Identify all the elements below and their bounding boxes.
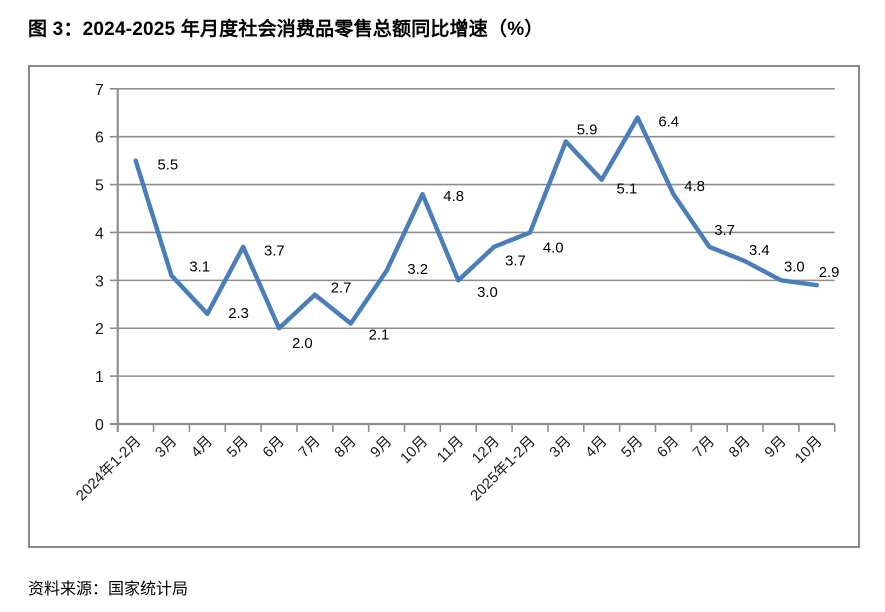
data-label: 2.0	[292, 336, 313, 352]
data-label: 3.7	[505, 254, 526, 270]
x-category-label: 3月	[153, 433, 181, 461]
data-labels: 5.5 3.1 2.3 3.7 2.0 2.7 2.1 3.2 4.8 3.0 3.7 4.0 5.9 5…	[157, 115, 839, 353]
y-tick-label: 6	[95, 130, 104, 147]
y-axis-labels: 0 1 2 3 4 5 6 7	[95, 82, 104, 434]
data-label: 2.7	[331, 281, 352, 297]
data-label: 3.7	[714, 223, 735, 239]
x-category-label: 8月	[726, 433, 754, 461]
data-label: 5.9	[577, 123, 598, 139]
data-label: 2.9	[819, 265, 840, 281]
y-tick-label: 3	[95, 273, 104, 290]
data-label: 4.8	[443, 189, 464, 205]
series-line	[133, 115, 820, 331]
data-label: 5.5	[157, 158, 178, 174]
data-series	[133, 115, 820, 331]
y-tick-label: 1	[95, 369, 104, 386]
figure-title: 图 3：2024-2025 年月度社会消费品零售总额同比增速（%）	[28, 19, 544, 40]
data-label: 2.1	[369, 327, 390, 343]
x-category-label: 10月	[792, 433, 826, 467]
x-category-label: 2025年1-2月	[467, 433, 539, 505]
data-label: 3.7	[264, 244, 285, 260]
x-category-label: 5月	[224, 433, 252, 461]
data-label: 3.0	[477, 285, 498, 301]
x-category-label: 9月	[762, 433, 790, 461]
data-label: 3.2	[407, 262, 428, 278]
chart-frame: 0 1 2 3 4 5 6 7 2024年1-2月 3月 4月 5月 6月 7月 8月 9月 10月 11月 12月…	[28, 65, 860, 548]
data-label: 3.1	[189, 260, 210, 276]
x-category-label: 8月	[332, 433, 360, 461]
x-tick-marks	[116, 424, 836, 432]
data-label: 6.4	[658, 115, 679, 131]
data-label: 3.4	[749, 243, 770, 259]
y-tick-label: 5	[95, 178, 104, 195]
gridlines	[117, 88, 835, 377]
axes	[109, 88, 835, 432]
x-category-label: 4月	[583, 433, 611, 461]
x-axis-labels: 2024年1-2月 3月 4月 5月 6月 7月 8月 9月 10月 11月 12月2025年1-2…	[73, 433, 826, 505]
x-category-label: 11月	[434, 433, 467, 466]
y-tick-label: 2	[95, 321, 104, 338]
data-label: 3.0	[784, 259, 805, 275]
x-category-label: 3月	[547, 433, 575, 461]
x-category-label: 6月	[655, 433, 683, 461]
data-label: 4.0	[543, 240, 564, 256]
x-category-label: 7月	[690, 433, 718, 461]
x-category-label: 7月	[296, 433, 324, 461]
x-category-label: 6月	[260, 433, 288, 461]
data-label: 2.3	[228, 306, 249, 322]
y-tick-label: 0	[95, 417, 104, 434]
y-tick-label: 7	[95, 82, 104, 99]
x-category-label: 4月	[188, 433, 216, 461]
x-category-label: 5月	[619, 433, 647, 461]
x-category-label: 2024年1-2月	[73, 433, 145, 505]
data-label: 4.8	[684, 179, 705, 195]
x-category-label: 9月	[368, 433, 396, 461]
y-tick-label: 4	[95, 225, 104, 242]
x-category-label: 10月	[398, 433, 432, 467]
data-label: 5.1	[617, 182, 638, 198]
source-note: 资料来源：国家统计局	[28, 581, 189, 598]
